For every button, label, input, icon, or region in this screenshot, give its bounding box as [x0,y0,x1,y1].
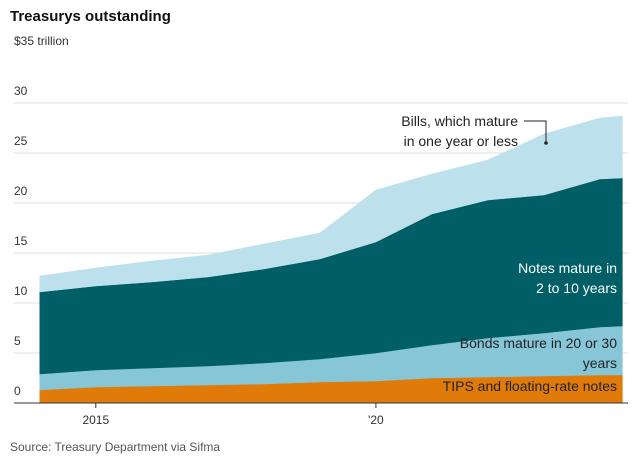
y-tick-label: 0 [14,384,21,398]
y-tick-label: 20 [14,184,28,198]
y-tick-label: 25 [14,134,28,148]
annotation-dot [544,141,548,145]
series-label: Notes mature in 2 to 10 years [518,260,617,296]
source-note: Source: Treasury Department via Sifma [10,440,221,454]
x-tick-label: 2015 [82,413,109,427]
annotation-pointer [524,120,547,143]
series-label: Bills, which mature in one year or less [401,113,518,149]
series-label: Bonds mature in 20 or 30 years [459,335,617,371]
x-tick-label: '20 [368,413,384,427]
area [39,115,623,293]
y-tick-label: 30 [14,84,28,98]
y-tick-label: $35 trillion [14,34,69,48]
y-tick-label: 5 [14,334,21,348]
series-label: TIPS and floating-rate notes [442,378,617,394]
y-tick-label: 15 [14,234,28,248]
chart-title: Treasurys outstanding [10,8,171,25]
y-tick-label: 10 [14,284,28,298]
